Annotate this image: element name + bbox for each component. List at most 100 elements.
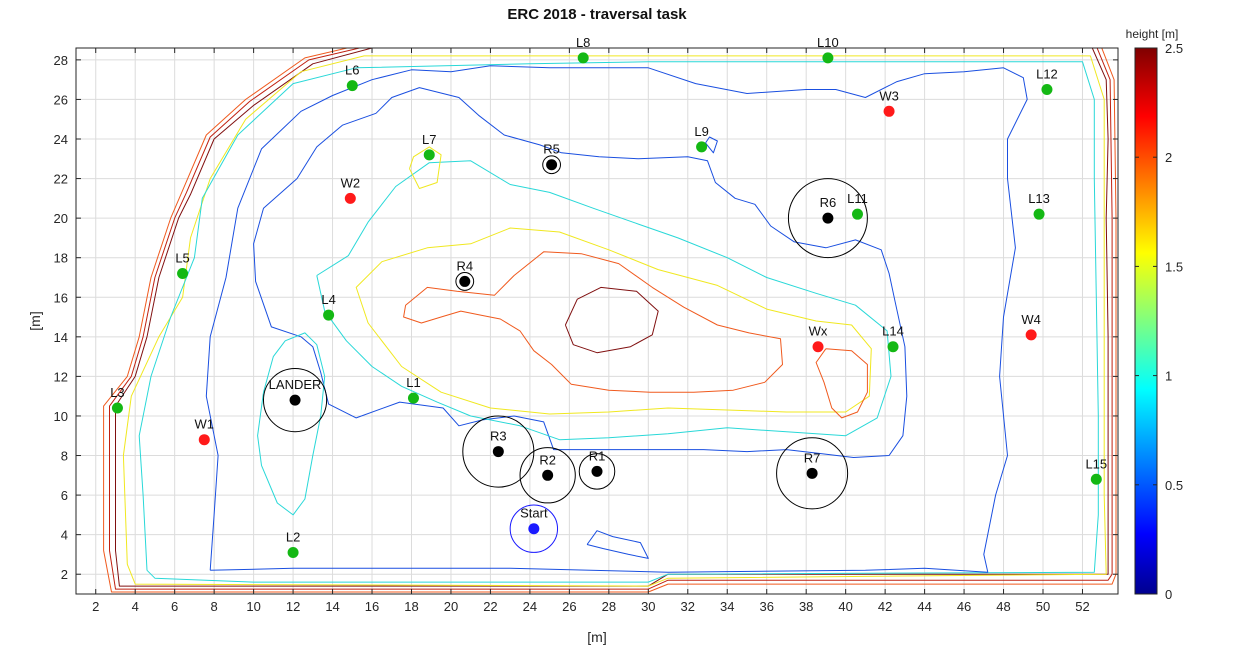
r3-label: R3 xyxy=(490,429,507,444)
colorbar-label: height [m] xyxy=(1126,27,1179,41)
l9-marker xyxy=(696,141,708,153)
x-tick-label: 40 xyxy=(838,599,852,614)
l12-marker xyxy=(1041,84,1053,96)
r4-radius-circle xyxy=(455,272,475,291)
x-tick-label: 46 xyxy=(957,599,971,614)
contour-line xyxy=(103,48,1117,593)
r1-marker xyxy=(591,465,603,477)
x-tick-label: 52 xyxy=(1075,599,1089,614)
contour-line xyxy=(564,286,659,354)
l14-label: L14 xyxy=(882,324,904,339)
x-tick-label: 38 xyxy=(799,599,813,614)
start-label: Start xyxy=(520,506,548,521)
x-tick-label: 10 xyxy=(246,599,260,614)
l7-label: L7 xyxy=(422,132,436,147)
l2-label: L2 xyxy=(286,529,300,544)
l9-label: L9 xyxy=(694,124,708,139)
l5-marker xyxy=(177,268,189,280)
w3-label: W3 xyxy=(879,88,899,103)
r1-label: R1 xyxy=(589,448,606,463)
colorbar-tick-label: 0 xyxy=(1165,587,1172,602)
axis-ticks: 2 4 6 8 10 12 14 16 18 20 22 24 26 28 30 32 34 36 38 40 42 44… xyxy=(54,48,1118,614)
l2-marker xyxy=(287,546,299,558)
l10-label: L10 xyxy=(817,35,839,50)
colorbar-gradient xyxy=(1134,47,1158,595)
l4-marker xyxy=(323,309,335,321)
x-tick-label: 20 xyxy=(444,599,458,614)
contour-line xyxy=(409,146,442,189)
contour-line xyxy=(253,87,908,458)
r2-radius-circle xyxy=(519,447,576,504)
start-radius-circle xyxy=(509,504,559,553)
colorbar-tick-label: 1 xyxy=(1165,369,1172,384)
x-tick-label: 48 xyxy=(996,599,1010,614)
x-tick-label: 8 xyxy=(211,599,218,614)
r7-radius-circle xyxy=(776,437,849,510)
w4-label: W4 xyxy=(1021,312,1041,327)
contour-line xyxy=(109,48,1113,590)
l8-label: L8 xyxy=(576,35,590,50)
l8-marker xyxy=(577,52,589,64)
l13-label: L13 xyxy=(1028,191,1050,206)
r6-label: R6 xyxy=(820,195,837,210)
x-tick-label: 26 xyxy=(562,599,576,614)
r4-label: R4 xyxy=(456,258,473,273)
l13-marker xyxy=(1033,208,1045,220)
y-tick-label: 8 xyxy=(61,449,68,464)
r2-marker xyxy=(542,469,554,481)
lander-radius-circle xyxy=(262,368,328,433)
r2-label: R2 xyxy=(539,452,556,467)
x-tick-label: 28 xyxy=(602,599,616,614)
x-tick-label: 2 xyxy=(92,599,99,614)
w1-marker xyxy=(198,434,210,446)
x-axis-label: [m] xyxy=(587,629,606,645)
r7-marker xyxy=(806,467,818,479)
chart-title: ERC 2018 - traversal task xyxy=(507,6,687,23)
colorbar-tick-label: 0.5 xyxy=(1165,478,1183,493)
l15-marker xyxy=(1090,473,1102,485)
r1-radius-circle xyxy=(578,453,616,490)
y-tick-label: 26 xyxy=(54,92,68,107)
x-tick-label: 16 xyxy=(365,599,379,614)
contour-line xyxy=(205,65,1028,573)
y-axis-label: [m] xyxy=(27,311,43,330)
y-tick-label: 14 xyxy=(54,330,68,345)
r4-marker xyxy=(459,275,471,287)
x-tick-label: 22 xyxy=(483,599,497,614)
x-tick-label: 42 xyxy=(878,599,892,614)
grid xyxy=(76,48,1118,594)
y-tick-label: 16 xyxy=(54,290,68,305)
x-tick-label: 34 xyxy=(720,599,734,614)
contour-line xyxy=(355,227,872,415)
l14-marker xyxy=(887,341,899,353)
x-tick-label: 36 xyxy=(759,599,773,614)
contour-line xyxy=(138,61,1099,583)
x-tick-label: 12 xyxy=(286,599,300,614)
colorbar-tick-label: 2.5 xyxy=(1165,41,1183,56)
l5-label: L5 xyxy=(175,251,189,266)
colorbar-ticks: 0 0.5 1 1.5 2 2.5 xyxy=(1135,41,1183,602)
r6-radius-circle xyxy=(787,178,868,259)
l10-marker xyxy=(822,52,834,64)
markers xyxy=(111,52,1102,558)
x-tick-label: 50 xyxy=(1036,599,1050,614)
contour-line xyxy=(403,251,783,393)
y-tick-label: 2 xyxy=(61,567,68,582)
y-tick-label: 18 xyxy=(54,251,68,266)
r3-marker xyxy=(492,446,504,458)
y-tick-label: 28 xyxy=(54,53,68,68)
l1-label: L1 xyxy=(406,375,420,390)
l6-marker xyxy=(346,80,358,92)
l12-label: L12 xyxy=(1036,67,1058,82)
r5-radius-circle xyxy=(542,155,561,175)
w2-marker xyxy=(344,192,356,204)
start-marker xyxy=(528,523,540,535)
l3-marker xyxy=(111,402,123,414)
l11-label: L11 xyxy=(847,191,868,206)
colorbar: height [m] 0 0.5 1 1.5 2 2.5 xyxy=(1126,27,1183,602)
y-tick-label: 4 xyxy=(61,528,68,543)
x-tick-label: 6 xyxy=(171,599,178,614)
y-tick-label: 6 xyxy=(61,488,68,503)
contour-line xyxy=(815,348,868,419)
